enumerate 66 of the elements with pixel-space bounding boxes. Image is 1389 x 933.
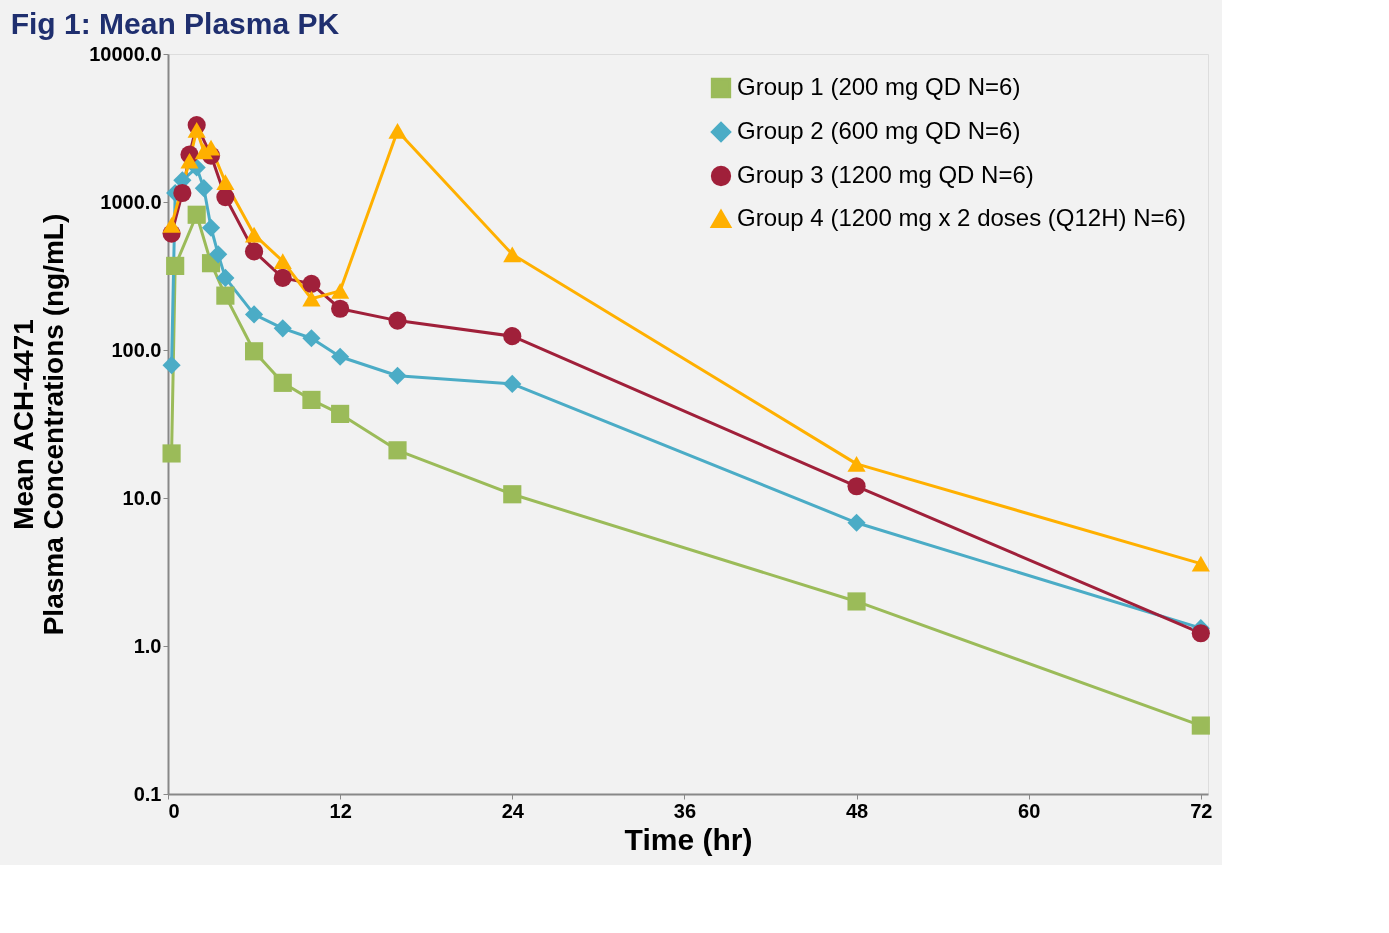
point (302, 274, 321, 293)
point (1191, 716, 1210, 735)
point (162, 356, 181, 375)
point (503, 246, 522, 263)
y-tick-label: 0.1 (133, 782, 162, 805)
point (216, 286, 235, 305)
x-axis-title: Time (hr) (624, 822, 753, 856)
point (388, 441, 407, 460)
point (187, 205, 206, 224)
point (302, 329, 321, 348)
x-tick-label: 0 (168, 799, 180, 822)
point (388, 123, 407, 139)
point (273, 319, 292, 338)
point (1191, 555, 1210, 572)
point (503, 485, 522, 504)
point (166, 256, 185, 275)
point (503, 374, 522, 393)
point (216, 174, 235, 191)
point (331, 282, 350, 299)
point (302, 290, 321, 307)
point (244, 305, 264, 324)
point (847, 456, 866, 472)
y-tick-label: 10000.0 (89, 42, 162, 65)
x-tick-label: 72 (1190, 799, 1213, 822)
y-tick-label: 1.0 (133, 634, 162, 657)
point (847, 513, 866, 532)
legend-label: Group 3 (1200 mg QD N=6) (737, 161, 1034, 188)
point (273, 373, 292, 392)
point (503, 327, 522, 346)
point (187, 122, 206, 138)
point (331, 347, 350, 366)
y-axis-title: Mean ACH-4471 Plasma Concentrations (ng/mL) (8, 213, 70, 636)
point (273, 253, 292, 270)
legend-label: Group 1 (200 mg QD N=6) (737, 73, 1021, 100)
point (847, 592, 866, 611)
x-tick-label: 24 (501, 799, 525, 822)
point (180, 152, 199, 169)
point (194, 179, 213, 198)
point (244, 242, 264, 261)
x-tick-label: 60 (1018, 799, 1041, 822)
point (244, 342, 264, 361)
point (331, 404, 350, 423)
x-tick-label: 36 (673, 799, 697, 822)
y-tick-label: 10.0 (122, 486, 162, 509)
point (162, 217, 181, 233)
legend-label: Group 4 (1200 mg x 2 doses (Q12H) N=6) (737, 204, 1186, 231)
point (162, 444, 181, 463)
point (216, 268, 235, 287)
point (216, 187, 235, 207)
point (173, 183, 192, 203)
point (201, 218, 221, 237)
point (209, 245, 228, 264)
y-tick-label: 100.0 (111, 338, 162, 361)
x-tick-label: 48 (845, 799, 869, 822)
chart-title: Fig 1: Mean Plasma PK (10, 7, 340, 40)
point (244, 226, 264, 243)
x-tick-label: 12 (329, 799, 352, 822)
point (847, 477, 866, 496)
point (273, 268, 292, 287)
y-tick-label: 1000.0 (100, 190, 162, 213)
point (388, 366, 407, 385)
point (302, 390, 321, 409)
legend-label: Group 2 (600 mg QD N=6) (737, 117, 1021, 144)
point (1191, 624, 1210, 643)
point (388, 311, 407, 330)
point (331, 299, 350, 318)
